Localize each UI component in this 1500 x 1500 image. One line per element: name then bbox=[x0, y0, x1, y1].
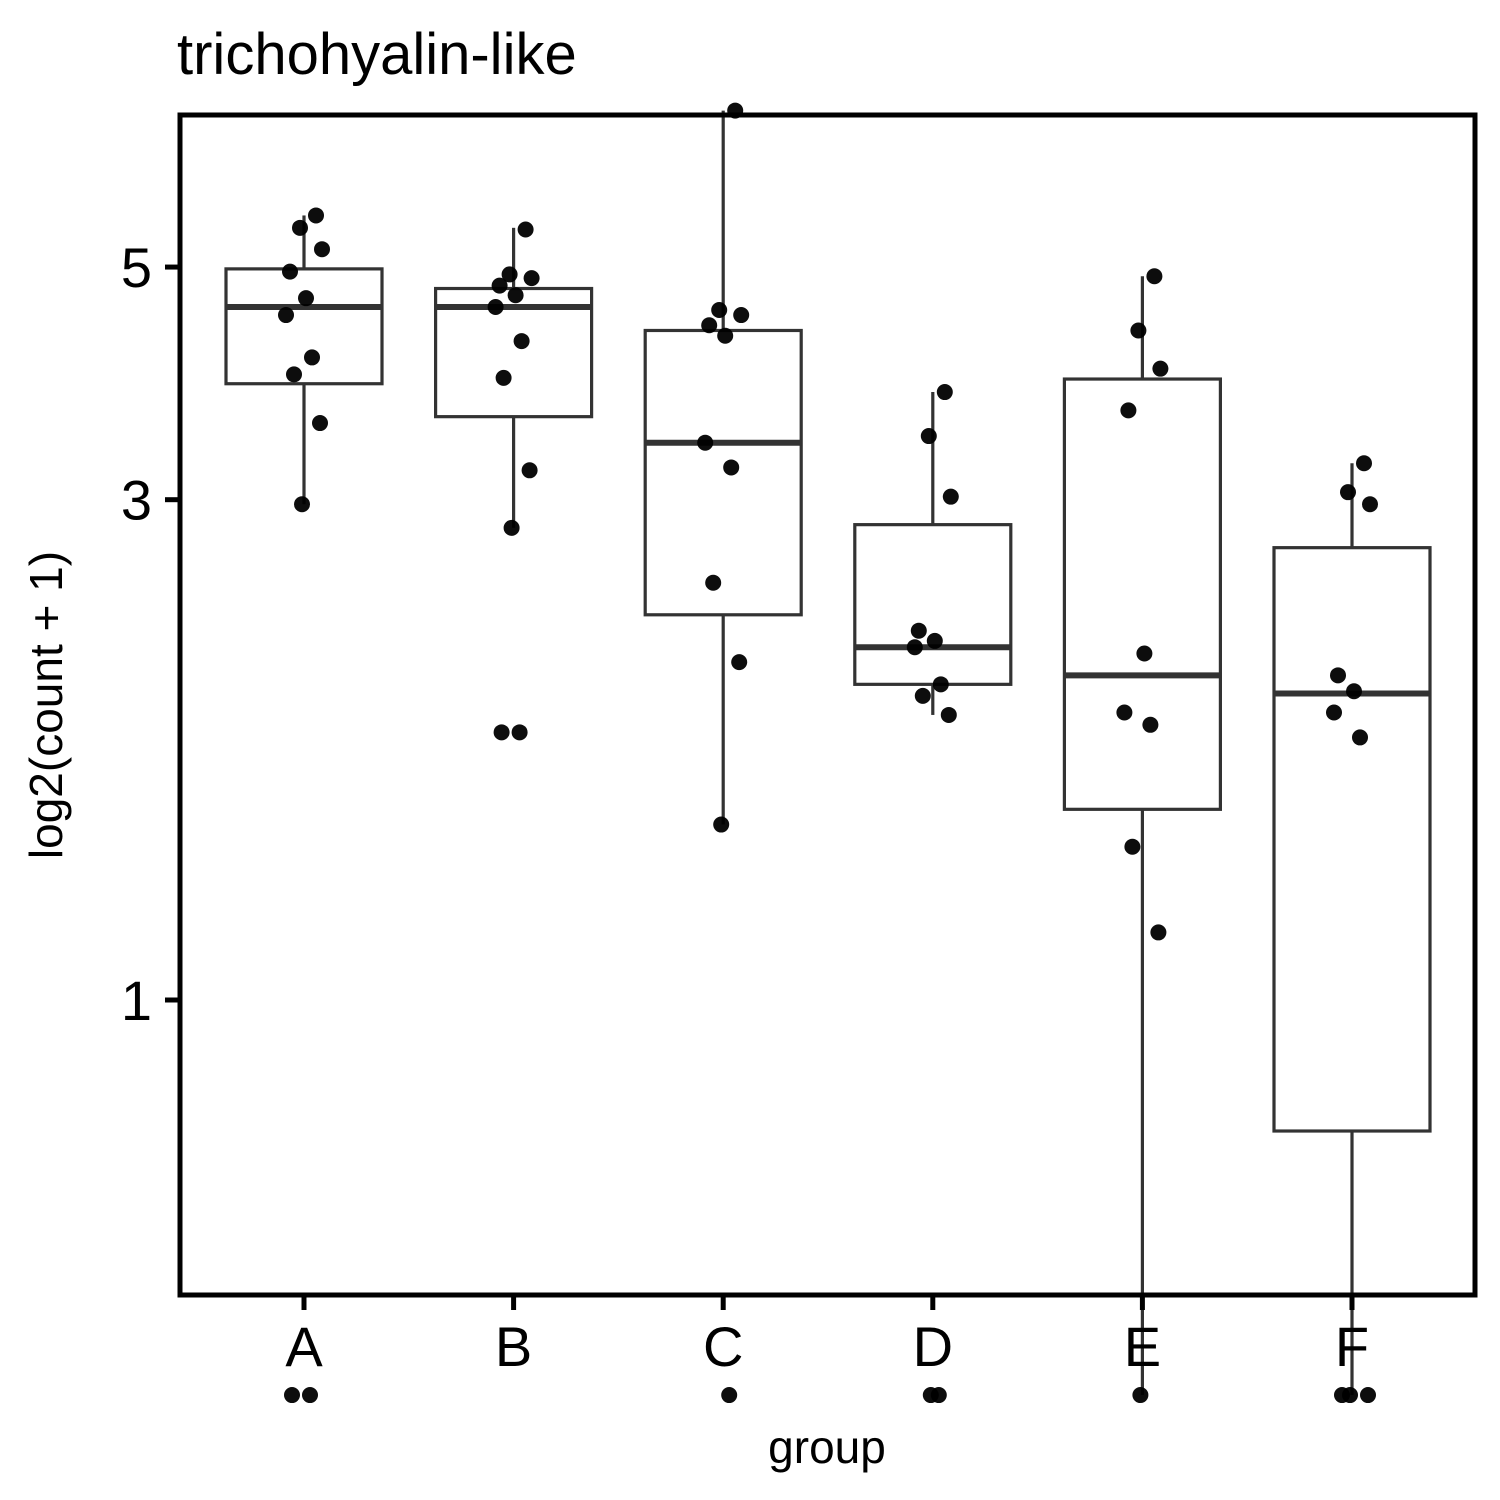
data-point bbox=[294, 496, 310, 513]
data-point bbox=[906, 639, 923, 656]
data-point bbox=[513, 333, 530, 350]
data-point bbox=[733, 307, 750, 324]
data-point bbox=[282, 263, 298, 280]
x-tick-label: B bbox=[495, 1315, 532, 1378]
data-point bbox=[308, 207, 324, 224]
data-point bbox=[1362, 496, 1378, 513]
data-point bbox=[910, 622, 927, 639]
data-point bbox=[914, 687, 931, 704]
plot-panel-border bbox=[177, 112, 1478, 1298]
data-point bbox=[701, 317, 718, 334]
data-point bbox=[926, 632, 943, 649]
y-tick-label: 1 bbox=[121, 969, 152, 1032]
data-point bbox=[1130, 322, 1147, 339]
data-point bbox=[304, 349, 320, 366]
data-point bbox=[932, 676, 949, 693]
box-body bbox=[1272, 546, 1432, 1133]
data-point bbox=[731, 654, 748, 671]
data-point bbox=[286, 366, 302, 383]
data-point bbox=[284, 1387, 300, 1404]
data-point bbox=[1124, 838, 1141, 855]
data-point bbox=[936, 384, 953, 401]
chart-title: trichohyalin-like bbox=[177, 22, 577, 87]
data-point bbox=[1152, 360, 1169, 377]
data-point bbox=[711, 302, 728, 319]
box-body bbox=[643, 328, 803, 617]
data-point bbox=[517, 221, 534, 238]
data-point bbox=[495, 369, 512, 386]
data-point bbox=[298, 290, 314, 307]
box-C bbox=[643, 110, 803, 825]
data-point bbox=[278, 307, 294, 324]
data-point bbox=[713, 816, 730, 833]
x-tick-label: F bbox=[1335, 1315, 1369, 1378]
data-point bbox=[1352, 729, 1368, 746]
x-tick-label: A bbox=[285, 1315, 323, 1378]
data-point bbox=[1346, 683, 1362, 700]
plot-area bbox=[224, 102, 1432, 1404]
data-point bbox=[1326, 704, 1342, 721]
data-point bbox=[1360, 1387, 1376, 1404]
data-point bbox=[302, 1387, 318, 1404]
data-point bbox=[1340, 484, 1356, 501]
data-point bbox=[717, 327, 734, 344]
data-point bbox=[1132, 1387, 1149, 1404]
data-point bbox=[511, 724, 528, 741]
data-point bbox=[1116, 704, 1133, 721]
data-point bbox=[1330, 667, 1346, 684]
data-point bbox=[292, 219, 308, 236]
box-body bbox=[224, 267, 384, 386]
y-tick-label: 3 bbox=[121, 469, 152, 532]
data-point bbox=[507, 287, 524, 304]
data-point bbox=[493, 724, 510, 741]
data-point bbox=[942, 488, 959, 505]
axes: 1 3 5 A B C D E F bbox=[121, 236, 1369, 1378]
x-axis-title: group bbox=[768, 1421, 886, 1473]
data-point bbox=[721, 1387, 738, 1404]
data-point bbox=[940, 706, 957, 723]
data-point bbox=[723, 459, 740, 476]
data-point bbox=[920, 428, 937, 445]
data-point bbox=[930, 1387, 947, 1404]
data-point bbox=[487, 299, 504, 316]
box-body bbox=[853, 523, 1013, 686]
data-point bbox=[1142, 716, 1159, 733]
data-point bbox=[503, 519, 520, 536]
data-point bbox=[1342, 1387, 1358, 1404]
data-point bbox=[697, 434, 714, 451]
data-point bbox=[501, 266, 518, 283]
data-point bbox=[1356, 455, 1372, 472]
x-tick-label: D bbox=[913, 1315, 953, 1378]
box-B bbox=[434, 227, 594, 528]
box-A bbox=[224, 215, 384, 505]
data-point bbox=[523, 270, 540, 287]
data-point bbox=[491, 277, 508, 294]
data-point bbox=[1150, 924, 1167, 941]
data-point bbox=[312, 415, 328, 432]
data-point bbox=[705, 574, 722, 591]
y-tick-label: 5 bbox=[121, 236, 152, 299]
data-point bbox=[1120, 402, 1137, 419]
data-point bbox=[314, 241, 330, 258]
box-F bbox=[1272, 463, 1432, 1396]
box-D bbox=[853, 392, 1013, 715]
data-point bbox=[1136, 645, 1153, 662]
box-body bbox=[1062, 377, 1223, 811]
box-E bbox=[1062, 276, 1223, 1396]
data-point bbox=[1146, 268, 1163, 285]
x-tick-label: E bbox=[1124, 1315, 1161, 1378]
y-axis-title: log2(count + 1) bbox=[20, 551, 72, 859]
data-point bbox=[521, 462, 538, 479]
x-tick-label: C bbox=[703, 1315, 743, 1378]
